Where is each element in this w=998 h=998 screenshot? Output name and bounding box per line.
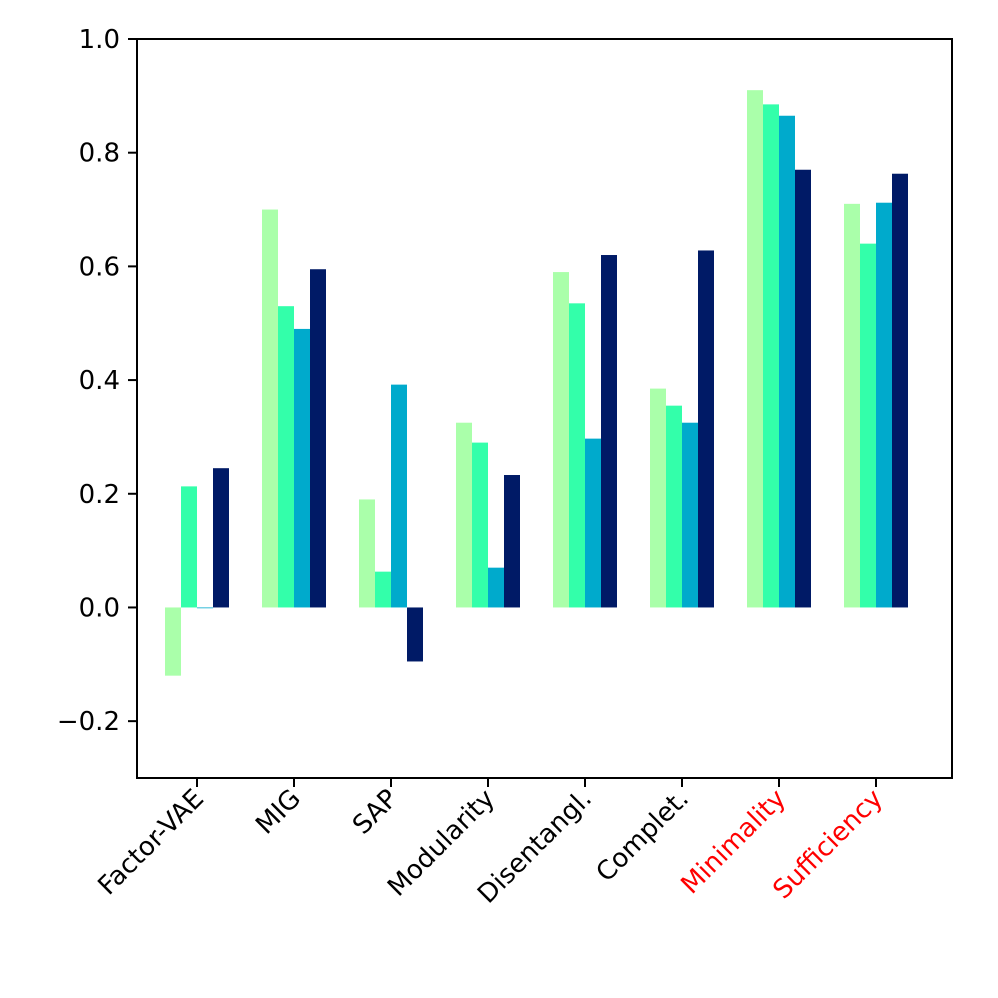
- bar-3-disentangl: [585, 438, 601, 608]
- y-tick-label: −0.2: [57, 707, 120, 737]
- y-tick-label: 0.6: [79, 252, 120, 282]
- x-tick-label: Factor-VAE: [92, 784, 209, 901]
- bar-3-factor-vae: [197, 607, 213, 609]
- bar-3-mig: [294, 328, 310, 608]
- bar-4-minimality: [795, 169, 811, 608]
- y-tick-label: 0.8: [79, 139, 120, 169]
- bar-4-sufficiency: [892, 173, 908, 608]
- bar-4-factor-vae: [213, 468, 229, 608]
- bar-4-complet: [698, 250, 714, 608]
- bar-3-modularity: [488, 567, 504, 608]
- bar-4-modularity: [504, 475, 520, 608]
- bar-1-factor-vae: [165, 607, 181, 676]
- bar-1-sufficiency: [844, 203, 860, 608]
- bar-2-factor-vae: [181, 486, 197, 608]
- x-axis: Factor-VAE MIG SAPModularityDisentangl.Com…: [92, 778, 889, 910]
- bar-4-disentangl: [601, 255, 617, 608]
- bar-2-sufficiency: [860, 243, 876, 608]
- bar-2-disentangl: [569, 303, 585, 608]
- x-tick-label: MIG: [250, 784, 307, 841]
- bar-1-complet: [650, 388, 666, 608]
- bar-4-sap: [407, 607, 423, 662]
- bar-1-modularity: [456, 422, 472, 608]
- bar-3-sufficiency: [876, 202, 892, 608]
- y-tick-label: 1.0: [79, 25, 120, 55]
- bar-3-minimality: [779, 115, 795, 608]
- bar-3-sap: [391, 384, 407, 608]
- bar-2-mig: [278, 306, 294, 608]
- bar-1-minimality: [747, 90, 763, 608]
- y-tick-label: 0.2: [79, 480, 120, 510]
- bar-2-modularity: [472, 442, 488, 608]
- x-tick-label: Complet.: [591, 784, 695, 888]
- y-tick-label: 0.0: [79, 593, 120, 623]
- bar-1-mig: [262, 209, 278, 608]
- bar-1-sap: [359, 499, 375, 608]
- bar-2-sap: [375, 571, 391, 608]
- bar-4-mig: [310, 269, 326, 608]
- y-axis: −0.2 0.0 0.2 0.4 0.6 0.8 1.0: [57, 25, 137, 737]
- bar-3-complet: [682, 422, 698, 608]
- bar-2-minimality: [763, 104, 779, 608]
- bar-1-disentangl: [553, 272, 569, 608]
- plot-frame: [136, 38, 953, 779]
- bar-2-complet: [666, 405, 682, 608]
- x-tick-label: SAP: [347, 784, 404, 841]
- bars-group: [165, 90, 908, 676]
- y-tick-label: 0.4: [79, 366, 120, 396]
